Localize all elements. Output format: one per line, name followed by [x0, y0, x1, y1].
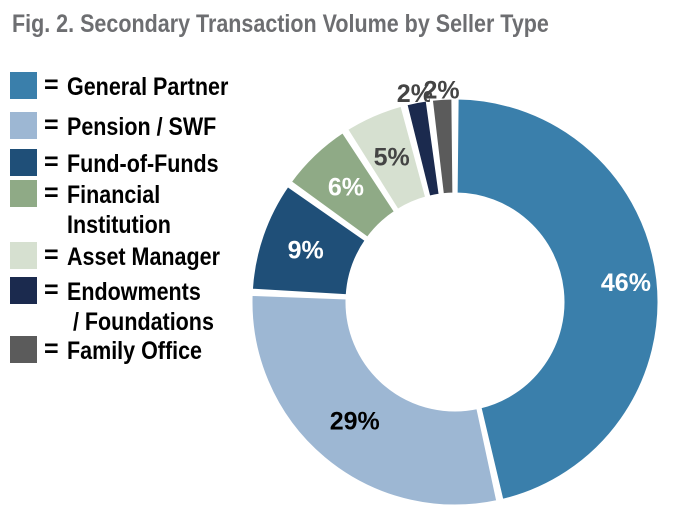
data-label: 6%: [328, 174, 364, 202]
donut-slice-pension-swf: [249, 292, 500, 508]
legend-label: Pension / SWF: [67, 113, 217, 141]
data-label: 5%: [374, 143, 410, 171]
legend-label: Asset Manager: [67, 243, 220, 271]
legend-label: General Partner: [67, 73, 229, 101]
legend-swatch: [10, 336, 37, 363]
legend-label: Family Office: [67, 337, 203, 365]
legend-equals: =: [44, 276, 59, 304]
legend-swatch: [10, 72, 37, 99]
donut-slice-endowments-foundations: [404, 98, 442, 200]
data-label: 29%: [330, 408, 380, 436]
donut-slice-financial-institution: [287, 129, 398, 241]
legend-equals: =: [44, 179, 59, 207]
chart-title: Fig. 2. Secondary Transaction Volume by …: [12, 10, 549, 38]
legend-equals: =: [44, 148, 59, 176]
legend-swatch: [10, 149, 37, 176]
legend-label: Endowments / Foundations: [67, 278, 214, 336]
donut-slice-fund-of-funds: [249, 183, 369, 298]
legend-swatch: [10, 112, 37, 139]
data-label: 2%: [423, 76, 459, 104]
legend-swatch: [10, 242, 37, 269]
donut-slice-asset-manager: [344, 103, 429, 213]
legend-equals: =: [44, 335, 59, 363]
donut-slice-general-partner: [454, 96, 661, 503]
legend-swatch: [10, 277, 37, 304]
legend-label: Fund-of-Funds: [67, 150, 219, 178]
legend-equals: =: [44, 71, 59, 99]
data-label: 2%: [397, 80, 433, 108]
legend-equals: =: [44, 241, 59, 269]
legend-label: Financial Institution: [67, 181, 171, 239]
data-label: 46%: [601, 269, 651, 297]
legend-equals: =: [44, 111, 59, 139]
data-label: 9%: [288, 236, 324, 264]
legend-swatch: [10, 180, 37, 207]
donut-slice-family-office: [429, 96, 456, 197]
